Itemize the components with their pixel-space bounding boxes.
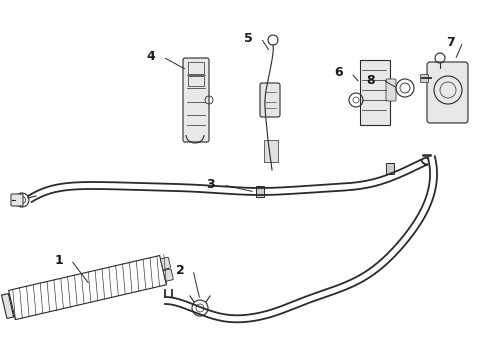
FancyBboxPatch shape	[183, 58, 209, 142]
Text: 8: 8	[367, 73, 375, 86]
Bar	[386, 163, 394, 174]
Bar	[9, 256, 167, 320]
FancyBboxPatch shape	[11, 194, 23, 206]
Text: 1: 1	[54, 253, 63, 266]
Text: 5: 5	[244, 31, 253, 45]
Bar	[256, 186, 264, 197]
FancyBboxPatch shape	[161, 257, 171, 270]
FancyBboxPatch shape	[427, 62, 468, 123]
Bar	[188, 62, 204, 74]
Text: 6: 6	[334, 67, 343, 80]
FancyBboxPatch shape	[260, 83, 280, 117]
Text: 4: 4	[146, 50, 155, 63]
FancyBboxPatch shape	[163, 269, 173, 281]
Bar	[188, 76, 204, 86]
Text: 7: 7	[446, 36, 455, 49]
Bar	[420, 74, 428, 82]
Bar	[264, 140, 278, 162]
Text: 2: 2	[176, 264, 185, 276]
FancyBboxPatch shape	[386, 79, 396, 101]
Bar	[1, 293, 14, 319]
Bar	[360, 60, 390, 125]
Text: 3: 3	[206, 179, 215, 192]
